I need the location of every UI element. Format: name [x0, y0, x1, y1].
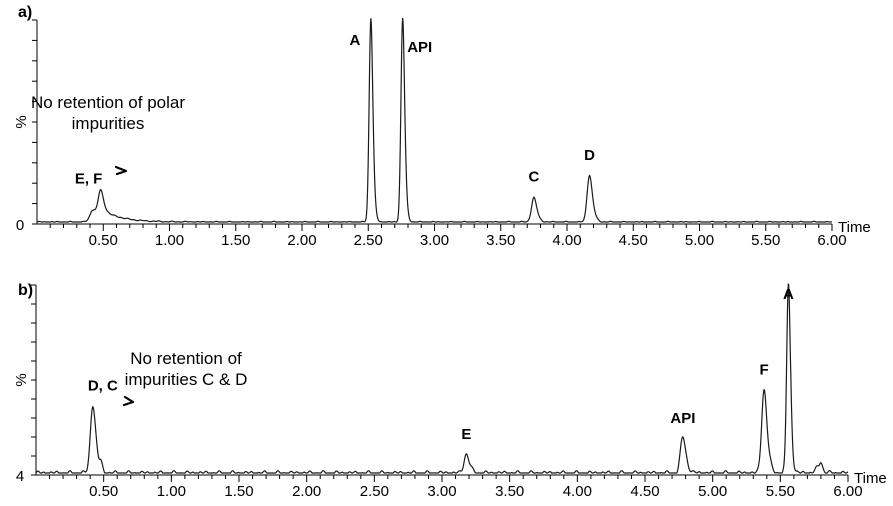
- peak-label: E: [461, 426, 471, 443]
- x-tick-label: 5.50: [751, 232, 780, 249]
- annotation-line: No retention of: [130, 349, 242, 368]
- x-tick-label: 6.00: [833, 483, 862, 500]
- peak-label: E, F: [75, 171, 103, 188]
- x-tick-label: 1.00: [157, 483, 186, 500]
- x-tick-label: 1.50: [224, 483, 253, 500]
- arrow-mark: [114, 165, 128, 176]
- panel-label: b): [18, 282, 33, 299]
- x-tick-label: 5.00: [698, 483, 727, 500]
- x-axis-title: Time: [854, 470, 887, 487]
- x-tick-label: 2.50: [354, 232, 383, 249]
- peak-label: A: [783, 286, 794, 303]
- annotation-line: impurities: [72, 114, 145, 133]
- peak-label: API: [670, 410, 695, 427]
- x-tick-label: 2.50: [360, 483, 389, 500]
- x-tick-label: 4.50: [619, 232, 648, 249]
- x-tick-label: 4.00: [552, 232, 581, 249]
- x-tick-label: 3.00: [427, 483, 456, 500]
- peak-label: F: [760, 361, 769, 378]
- peak-label: D: [584, 147, 595, 164]
- y-zero-label: 0: [16, 217, 24, 234]
- x-tick-label: 5.00: [685, 232, 714, 249]
- x-tick-label: 0.50: [89, 483, 118, 500]
- y-axis-title: %: [13, 115, 30, 128]
- x-tick-label: 3.00: [420, 232, 449, 249]
- x-tick-label: 4.50: [630, 483, 659, 500]
- x-tick-label: 6.00: [817, 232, 846, 249]
- panel-label: a): [18, 4, 32, 21]
- x-tick-label: 3.50: [495, 483, 524, 500]
- x-tick-label: 5.50: [766, 483, 795, 500]
- x-tick-label: 1.50: [221, 232, 250, 249]
- x-tick-label: 4.00: [563, 483, 592, 500]
- peak-label: API: [407, 39, 432, 56]
- x-tick-label: 3.50: [486, 232, 515, 249]
- x-tick-label: 2.00: [287, 232, 316, 249]
- annotation-line: impurities C & D: [125, 370, 248, 389]
- chromatogram-trace: [35, 283, 849, 474]
- peak-label: C: [528, 169, 539, 186]
- x-tick-label: 1.00: [155, 232, 184, 249]
- chromatogram-trace: [36, 17, 833, 223]
- annotation-line: No retention of polar: [31, 93, 185, 112]
- x-tick-label: 2.00: [292, 483, 321, 500]
- x-axis-title: Time: [838, 219, 871, 236]
- x-tick-label: 0.50: [89, 232, 118, 249]
- peak-label: A: [349, 32, 360, 49]
- y-zero-label: 4: [16, 468, 24, 485]
- arrow-mark: [122, 395, 135, 407]
- peak-label: D, C: [88, 378, 118, 395]
- y-axis-title: %: [13, 373, 30, 386]
